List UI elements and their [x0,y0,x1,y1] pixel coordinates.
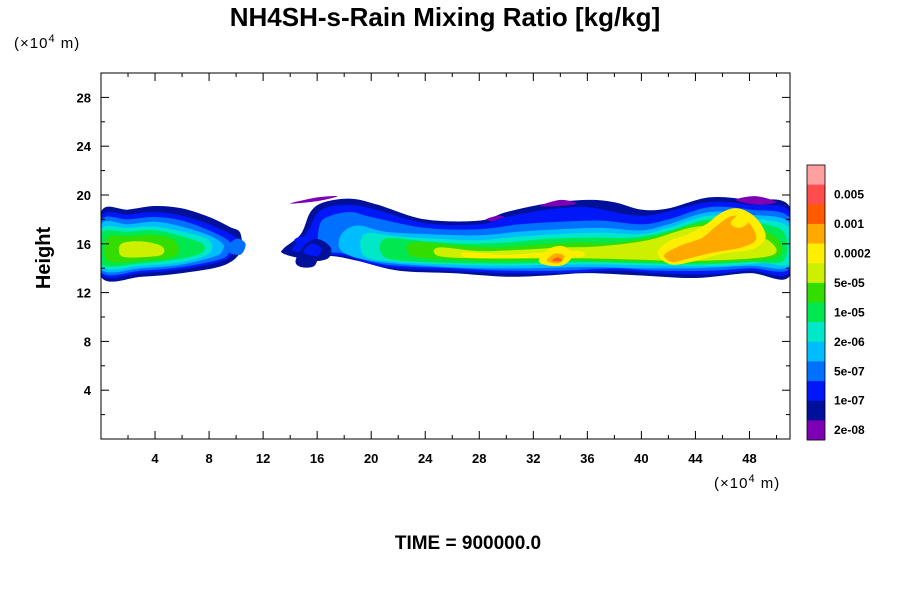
x-tick-label: 36 [580,451,594,466]
field-contour [736,196,777,205]
field-contour [225,238,246,255]
field-contour [730,213,750,228]
colorbar-swatch [807,341,825,362]
x-tick-label: 12 [256,451,270,466]
x-tick-label: 44 [688,451,703,466]
field-contour [540,199,577,207]
x-unit-exponent: 4 [748,473,755,485]
field-contour [294,236,306,244]
colorbar-swatch [807,165,825,185]
field-contour [554,258,560,261]
mixing-ratio-field [101,195,790,282]
y-tick-label: 28 [77,90,91,105]
colorbar-label: 0.0002 [834,246,871,260]
x-tick-label: 4 [151,451,159,466]
colorbar-swatch [807,322,825,343]
colorbar-label: 0.001 [834,217,864,231]
field-contour [118,241,165,258]
x-tick-label: 16 [310,451,324,466]
x-unit-label: (×104 m) [714,473,780,492]
colorbar-swatch [807,223,825,244]
y-unit-label: (×104 m) [14,33,80,52]
x-tick-label: 28 [472,451,486,466]
colorbar-label: 2e-06 [834,335,865,349]
colorbar-swatch [807,381,825,402]
colorbar-label: 1e-05 [834,305,865,319]
colorbar-frame [806,164,826,441]
colorbar-swatch [807,420,825,441]
y-tick-label: 24 [77,139,92,154]
y-axis: 4 8 12 16 20 24 28 [77,90,790,416]
x-tick-label: 24 [418,451,433,466]
y-tick-label: 8 [84,334,91,349]
time-label: TIME = 900000.0 [395,533,541,554]
y-tick-label: 4 [84,383,92,398]
field-contour [303,243,322,257]
y-unit-exponent: 4 [48,33,55,45]
x-tick-label: 32 [526,451,540,466]
y-tick-label: 12 [77,286,91,301]
colorbar-swatch [807,302,825,323]
colorbar-label: 5e-07 [834,364,865,378]
y-tick-label: 16 [77,237,91,252]
colorbar-swatch [807,243,825,264]
colorbar: 0.005 0.001 0.0002 5e-05 1e-05 2e-06 5e-07 1e-0… [806,164,871,441]
y-axis-label: Height [33,227,55,290]
x-tick-label: 40 [634,451,648,466]
y-tick-label: 20 [77,188,91,203]
colorbar-swatch [807,400,825,421]
colorbar-label: 2e-08 [834,423,865,437]
x-axis: 4 8 12 16 20 24 28 32 36 40 44 48 [127,73,777,466]
colorbar-label: 5e-05 [834,276,865,290]
x-tick-label: 48 [742,451,756,466]
chart-title: NH4SH-s-Rain Mixing Ratio [kg/kg] [230,2,660,32]
plot-frame [100,72,791,440]
colorbar-swatch [807,361,825,382]
field-contour [290,195,338,204]
field-contour [664,215,757,263]
colorbar-swatch [807,184,825,205]
colorbar-swatch [807,204,825,225]
colorbar-swatch [807,282,825,303]
colorbar-label: 0.005 [834,187,864,201]
x-tick-label: 20 [364,451,378,466]
colorbar-swatch [807,263,825,284]
colorbar-label: 1e-07 [834,394,865,408]
x-tick-label: 8 [205,451,212,466]
